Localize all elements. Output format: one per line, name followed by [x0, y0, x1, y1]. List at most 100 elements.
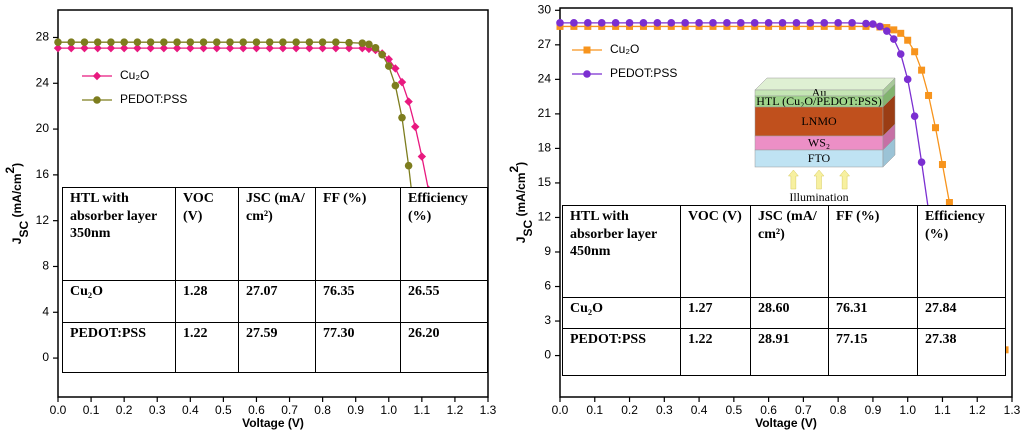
x-tick-label: 0.9	[347, 403, 364, 417]
data-point	[378, 50, 386, 59]
data-point	[556, 19, 564, 27]
table-header-cell: JSC (mA/cm²)	[238, 187, 316, 281]
data-point	[792, 19, 801, 27]
results-table: HTL with absorber layer 350nm VOC (V) JSC …	[62, 187, 488, 373]
data-point	[173, 38, 181, 46]
data-point	[397, 77, 407, 87]
data-point	[764, 19, 773, 27]
table-cell: 27.38	[917, 328, 1006, 376]
x-tick-label: 1.2	[969, 403, 986, 417]
data-point	[146, 38, 155, 46]
y-tick-label: 28	[36, 30, 50, 44]
data-point	[778, 19, 787, 27]
table-cell: 77.15	[828, 328, 918, 376]
x-tick-label: 0.4	[691, 403, 708, 417]
data-point	[160, 38, 168, 46]
data-point	[384, 62, 393, 70]
table-header-cell: FF (%)	[315, 187, 401, 281]
x-tick-label: 0.1	[586, 403, 603, 417]
data-point	[806, 19, 815, 27]
legend-label: PEDOT:PSS	[610, 66, 677, 80]
y-tick-label: 8	[42, 259, 49, 273]
y-tick-label: 3	[544, 313, 551, 327]
data-point	[611, 19, 620, 27]
data-point	[911, 48, 919, 56]
layer-label: LNMO	[801, 114, 837, 128]
illumination-arrow	[787, 169, 799, 190]
data-point	[723, 19, 731, 27]
table-cell: PEDOT:PSS	[562, 328, 681, 376]
table-header-cell: HTL with absorber layer 350nm	[62, 187, 176, 281]
x-tick-label: 0.8	[314, 403, 331, 417]
legend-label: PEDOT:PSS	[120, 92, 187, 106]
layer	[754, 106, 884, 137]
data-point	[932, 124, 940, 132]
data-point	[344, 43, 354, 53]
data-point	[252, 38, 261, 46]
data-point	[199, 43, 208, 53]
data-point	[345, 38, 353, 47]
data-point	[186, 43, 195, 53]
data-point	[876, 22, 884, 31]
y-tick-label: 6	[544, 279, 551, 293]
data-point	[848, 19, 856, 27]
data-point	[279, 38, 287, 46]
layer-label: FTO	[808, 151, 831, 165]
table-cell: Cu₂O	[62, 280, 176, 323]
data-point	[54, 38, 62, 46]
x-tick-label: 0.5	[215, 403, 232, 417]
x-tick-label: 1.1	[934, 403, 951, 417]
y-axis-label-part: 2	[3, 166, 17, 173]
data-point	[53, 43, 63, 53]
table-cell: 76.31	[828, 297, 918, 329]
table-cell: 26.55	[400, 280, 488, 323]
data-point	[365, 40, 373, 49]
x-tick-label: 0.2	[621, 403, 638, 417]
y-tick-label: 12	[538, 210, 552, 224]
data-point	[186, 38, 195, 46]
data-point	[332, 38, 340, 46]
data-point	[172, 43, 182, 53]
legend-label: Cu₂O	[120, 68, 149, 82]
data-point	[212, 38, 221, 46]
data-point	[938, 161, 946, 169]
table-cell: 26.20	[400, 322, 488, 373]
y-axis-label-part: SC	[521, 220, 535, 237]
x-tick-label: 0.3	[149, 403, 166, 417]
y-tick-label: 30	[538, 2, 552, 16]
table-cell: 27.07	[238, 280, 316, 323]
data-point	[80, 43, 89, 53]
table-header-cell: VOC (V)	[680, 205, 751, 298]
table-cell: 77.30	[315, 322, 401, 373]
data-point	[239, 43, 248, 53]
y-tick-label: 21	[538, 106, 552, 120]
data-point	[67, 43, 76, 53]
table-cell: 28.91	[750, 328, 829, 376]
illumination-arrow	[813, 169, 825, 190]
data-point	[305, 43, 314, 53]
data-point	[106, 43, 116, 53]
x-tick-label: 1.0	[899, 403, 916, 417]
y-tick-label: 24	[538, 72, 552, 86]
x-tick-label: 0.1	[83, 403, 100, 417]
x-tick-label: 0.0	[50, 403, 67, 417]
data-point	[417, 152, 427, 161]
data-point	[883, 27, 891, 35]
data-point	[305, 38, 314, 46]
table-cell: 28.60	[750, 297, 829, 329]
legend-marker	[583, 46, 591, 54]
data-point	[903, 75, 912, 84]
data-point	[252, 43, 261, 53]
x-tick-label: 0.8	[830, 403, 847, 417]
x-tick-label: 0.9	[865, 403, 882, 417]
results-table: HTL with absorber layer 450nm VOC (V) JSC …	[562, 205, 1006, 376]
x-tick-label: 0.0	[552, 403, 569, 417]
y-tick-label: 12	[36, 213, 50, 227]
data-point	[226, 38, 234, 46]
table-cell: 1.28	[175, 280, 239, 323]
data-point	[93, 38, 102, 46]
data-point	[292, 38, 300, 46]
data-point	[133, 43, 142, 53]
data-point	[834, 19, 842, 27]
